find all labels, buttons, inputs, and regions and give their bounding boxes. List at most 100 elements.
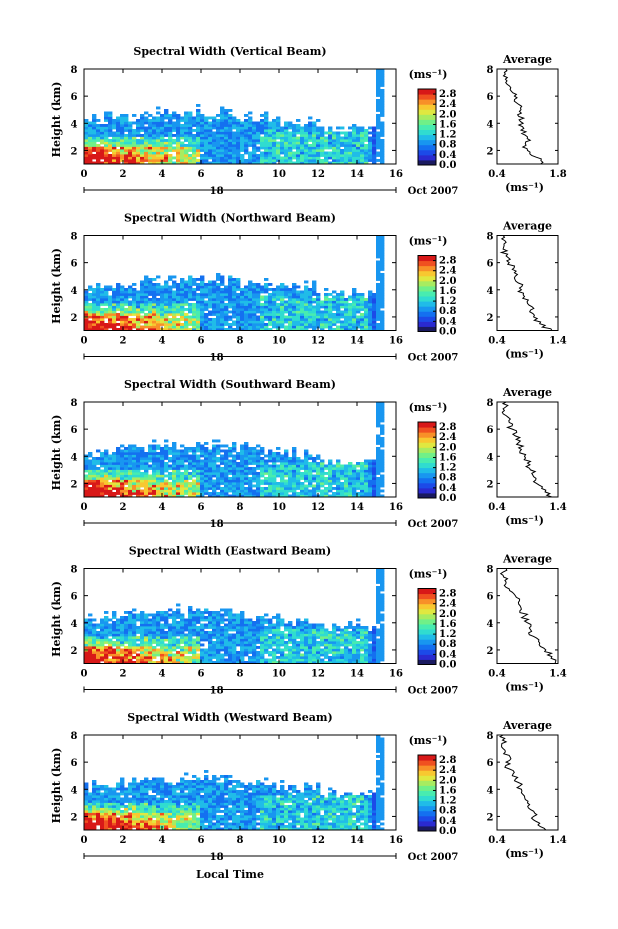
heatmap-cell <box>184 328 189 331</box>
heatmap-cell <box>208 462 213 465</box>
heatmap-cell <box>344 323 349 326</box>
heatmap-cell <box>172 487 177 490</box>
heatmap-cell <box>340 489 345 493</box>
colorbar-tick-label: 0.8 <box>439 473 456 484</box>
heatmap-cell <box>212 494 217 498</box>
heatmap-cell <box>156 305 161 309</box>
heatmap-cell <box>244 159 249 162</box>
heatmap-cell <box>184 457 189 460</box>
heatmap-cell <box>172 447 177 450</box>
heatmap-cell <box>336 462 341 465</box>
heatmap-cell <box>104 131 109 135</box>
heatmap-cell <box>372 482 377 485</box>
heatmap-cell <box>176 328 181 331</box>
heatmap-cell <box>220 141 225 145</box>
heatmap-cell <box>272 295 277 299</box>
heatmap-cell <box>152 320 157 324</box>
heatmap-cell <box>296 494 301 498</box>
heatmap-cell <box>316 293 321 296</box>
heatmap-cell <box>148 141 153 145</box>
heatmap-cell <box>172 459 177 463</box>
heatmap-cell <box>248 156 253 160</box>
heatmap-cell <box>308 144 313 147</box>
heatmap-cell <box>328 477 333 480</box>
heatmap-cell <box>272 479 277 483</box>
heatmap-cell <box>184 156 189 160</box>
heatmap-cell <box>196 618 201 622</box>
heatmap-cell <box>272 472 277 475</box>
heatmap-cell <box>224 315 229 319</box>
heatmap-cell <box>180 454 185 458</box>
heatmap-cell <box>232 643 237 647</box>
heatmap-cell <box>160 149 165 152</box>
heatmap-cell <box>216 288 221 291</box>
colorbar-swatch <box>418 487 436 494</box>
heatmap-cell <box>168 484 173 488</box>
heatmap-cell <box>196 484 201 488</box>
heatmap-cell <box>164 646 169 649</box>
heatmap-cell <box>164 121 169 125</box>
heatmap-cell <box>148 643 153 647</box>
heatmap-cell <box>208 613 213 617</box>
heatmap-cell <box>160 285 165 289</box>
average-y-tick-label: 2 <box>487 146 494 157</box>
heatmap-cell <box>144 325 149 329</box>
y-tick-label: 8 <box>71 398 78 409</box>
heatmap-cell <box>116 661 121 664</box>
heatmap-cell <box>356 305 361 309</box>
heatmap-cell <box>264 313 269 316</box>
heatmap-cell <box>228 489 233 493</box>
heatmap-cell <box>212 613 217 617</box>
heatmap-cell <box>252 449 257 453</box>
heatmap-cell <box>140 464 145 468</box>
heatmap-cell <box>220 313 225 316</box>
heatmap-cell <box>120 300 125 304</box>
heatmap-cell <box>144 613 149 617</box>
heatmap-cell <box>284 159 289 162</box>
heatmap-cell <box>152 129 157 132</box>
heatmap-cell <box>380 245 385 249</box>
heatmap-cell <box>184 623 189 627</box>
heatmap-cell <box>120 464 125 468</box>
heatmap-cell <box>108 482 113 485</box>
heatmap-cell <box>280 283 285 286</box>
heatmap-cell <box>92 658 97 662</box>
heatmap-cell <box>380 437 385 440</box>
heatmap-cell <box>380 477 385 480</box>
heatmap-cell <box>168 658 173 662</box>
heatmap-cell <box>108 146 113 150</box>
heatmap-cell <box>212 474 217 478</box>
heatmap-cell <box>232 616 237 619</box>
heatmap-cell <box>164 328 169 331</box>
heatmap-cell <box>228 300 233 304</box>
heatmap-cell <box>124 477 129 480</box>
heatmap-cell <box>180 487 185 490</box>
heatmap-cell <box>136 293 141 296</box>
heatmap-cell <box>132 636 137 639</box>
heatmap-cell <box>188 658 193 662</box>
heatmap-cell <box>128 472 133 475</box>
heatmap-cell <box>256 139 261 142</box>
x-tick-label: 12 <box>311 502 325 513</box>
heatmap-cell <box>360 295 365 299</box>
heatmap-cell <box>352 300 357 304</box>
heatmap-cell <box>320 477 325 480</box>
heatmap-cell <box>352 131 357 135</box>
heatmap-cell <box>120 651 125 654</box>
heatmap-cell <box>152 492 157 495</box>
heatmap-cell <box>232 298 237 301</box>
colorbar-swatch <box>418 422 436 428</box>
heatmap-cell <box>320 459 325 463</box>
heatmap-cell <box>240 628 245 632</box>
heatmap-cell <box>340 295 345 299</box>
heatmap-cell <box>264 487 269 490</box>
heatmap-cell <box>204 303 209 306</box>
heatmap-cell <box>244 305 249 309</box>
heatmap-cell <box>88 139 93 142</box>
heatmap-cell <box>160 295 165 299</box>
heatmap-cell <box>164 474 169 478</box>
heatmap-cell <box>180 492 185 495</box>
heatmap-cell <box>88 156 93 160</box>
heatmap-cell <box>92 472 97 475</box>
heatmap-cell <box>136 139 141 142</box>
